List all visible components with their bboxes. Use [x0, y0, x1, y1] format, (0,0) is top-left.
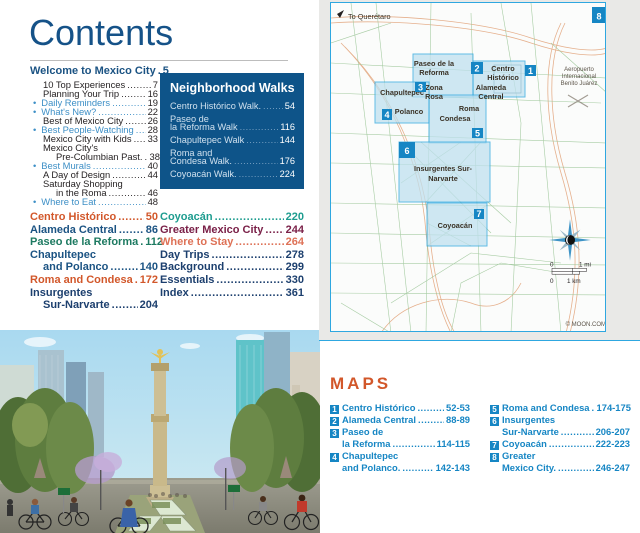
svg-text:Condesa: Condesa: [440, 114, 472, 123]
svg-text:Benito Juárez: Benito Juárez: [561, 81, 598, 87]
svg-text:Central: Central: [478, 92, 503, 101]
svg-text:Centro: Centro: [491, 64, 515, 73]
svg-text:0: 0: [550, 278, 554, 285]
svg-text:Narvarte: Narvarte: [428, 174, 458, 183]
svg-text:Histórico: Histórico: [487, 73, 519, 82]
svg-text:0: 0: [550, 262, 554, 269]
svg-text:4: 4: [384, 110, 389, 120]
svg-text:Rosa: Rosa: [425, 92, 444, 101]
svg-text:Coyoacán: Coyoacán: [438, 221, 473, 230]
svg-text:5: 5: [475, 129, 480, 139]
svg-text:Internacional: Internacional: [562, 74, 596, 80]
svg-text:Alameda: Alameda: [476, 83, 507, 92]
svg-text:3: 3: [418, 83, 423, 93]
svg-text:2: 2: [474, 64, 479, 74]
svg-text:Polanco: Polanco: [395, 107, 424, 116]
svg-text:1 mi: 1 mi: [579, 262, 591, 269]
svg-text:Zona: Zona: [425, 83, 443, 92]
svg-text:To Querétaro: To Querétaro: [348, 12, 391, 21]
svg-text:Reforma: Reforma: [419, 68, 450, 77]
svg-text:Insurgentes Sur-: Insurgentes Sur-: [414, 164, 473, 173]
svg-text:© MOON.COM: © MOON.COM: [566, 321, 606, 328]
svg-text:1: 1: [528, 66, 533, 76]
svg-text:1 km: 1 km: [567, 278, 581, 285]
svg-text:7: 7: [476, 209, 481, 219]
svg-text:Roma: Roma: [459, 104, 480, 113]
svg-text:Paseo de la: Paseo de la: [414, 59, 455, 68]
svg-text:8: 8: [596, 12, 601, 22]
svg-text:6: 6: [404, 146, 409, 156]
svg-text:Aeropuerto: Aeropuerto: [564, 67, 594, 73]
